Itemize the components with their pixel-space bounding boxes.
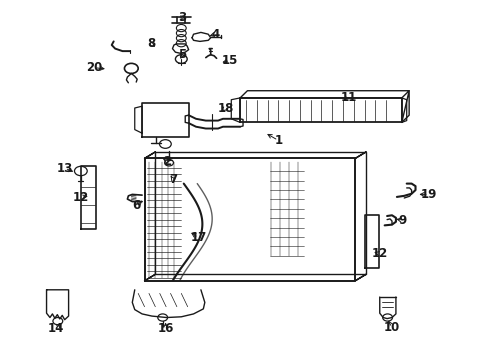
Text: 11: 11 — [341, 91, 357, 104]
Text: 3: 3 — [178, 11, 186, 24]
Text: 14: 14 — [48, 322, 65, 335]
Text: 2: 2 — [164, 155, 171, 168]
Text: 12: 12 — [73, 191, 89, 204]
Text: 10: 10 — [384, 321, 400, 334]
Text: 4: 4 — [212, 28, 220, 41]
Text: 9: 9 — [399, 214, 407, 227]
Text: 16: 16 — [157, 322, 174, 335]
Text: 20: 20 — [86, 61, 102, 74]
Text: 8: 8 — [147, 37, 155, 50]
Text: 17: 17 — [190, 231, 207, 244]
Text: 5: 5 — [178, 48, 186, 61]
Text: 18: 18 — [217, 102, 234, 114]
Text: 1: 1 — [274, 134, 282, 147]
Text: 12: 12 — [371, 247, 388, 260]
Text: 6: 6 — [132, 199, 140, 212]
Text: 15: 15 — [222, 54, 239, 67]
Text: 13: 13 — [56, 162, 73, 175]
Text: 7: 7 — [169, 173, 177, 186]
Text: 19: 19 — [420, 188, 437, 201]
